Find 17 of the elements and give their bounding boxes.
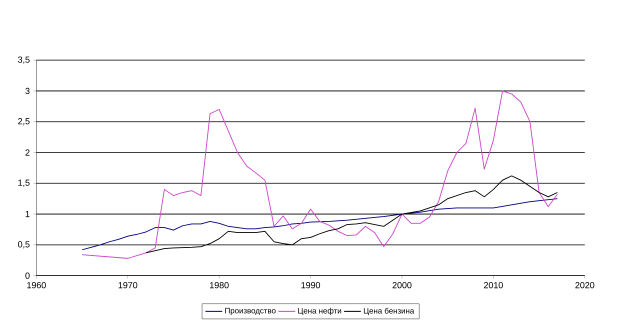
x-tick-label: 2020 — [575, 282, 594, 289]
line-series — [82, 90, 558, 260]
x-tick-label: 1960 — [27, 282, 46, 289]
x-tick-label: 1980 — [210, 282, 229, 289]
x-tick-label: 1970 — [118, 282, 138, 289]
y-tick-label: 3,5 — [18, 56, 30, 64]
y-tick-label: 1 — [26, 211, 30, 218]
y-tick-label: 1,5 — [18, 180, 30, 188]
y-tick-label: 2 — [25, 150, 30, 156]
y-tick-label: 0 — [25, 272, 30, 279]
x-tick-label: 1990 — [301, 282, 320, 289]
y-tick-label: 3 — [25, 88, 30, 94]
x-tick-label: 2010 — [484, 282, 503, 289]
y-tick-label: 2,5 — [18, 118, 30, 126]
y-tick-label: 0,5 — [18, 241, 30, 249]
x-tick-label: 2000 — [392, 282, 412, 289]
line-series — [146, 176, 558, 254]
